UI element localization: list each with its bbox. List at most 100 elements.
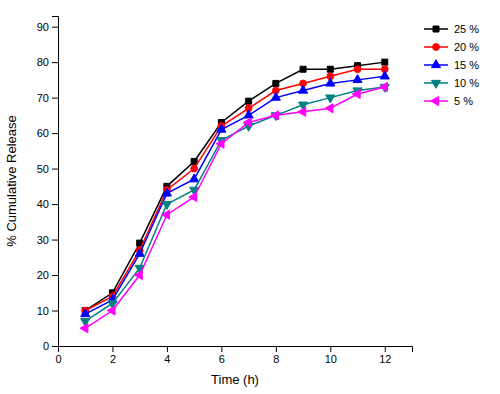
tick-label: 2 — [110, 353, 116, 365]
tick-mark — [52, 275, 58, 276]
tick: 50 — [37, 163, 58, 175]
point — [298, 107, 306, 116]
tick: 20 — [37, 269, 58, 281]
tick: 10 — [325, 346, 337, 365]
y-axis: 0 10 20 30 40 50 60 70 80 90 — [37, 17, 59, 353]
point — [271, 92, 280, 100]
point — [326, 78, 335, 86]
tick-label: 10 — [325, 353, 337, 365]
tick-label: 12 — [379, 353, 391, 365]
tick: 0 — [43, 340, 58, 352]
tick-mark — [221, 346, 222, 352]
point — [162, 210, 170, 219]
tick-label: 0 — [43, 340, 49, 352]
point — [325, 104, 333, 113]
x-axis-line — [59, 347, 413, 353]
series-line — [85, 87, 385, 328]
series-line — [85, 87, 385, 321]
legend-label: 25 % — [454, 23, 479, 35]
legend-label: 5 % — [454, 95, 473, 107]
x-axis-title: Time (h) — [211, 372, 259, 387]
tick-mark — [112, 346, 113, 352]
legend-item: 20 % — [424, 41, 479, 53]
point — [380, 82, 388, 91]
tick-mark — [385, 346, 386, 352]
point — [352, 90, 360, 99]
point — [216, 139, 224, 148]
series-line — [85, 69, 385, 310]
tick-label: 90 — [37, 21, 49, 33]
tick-mark — [330, 346, 331, 352]
point — [271, 111, 279, 120]
legend-marker — [433, 44, 440, 51]
legend-label: 10 % — [454, 77, 479, 89]
point — [135, 248, 144, 256]
tick-mark — [52, 240, 58, 241]
tick-label: 0 — [55, 353, 61, 365]
series — [81, 71, 390, 317]
point — [191, 165, 198, 172]
point — [80, 324, 88, 333]
chart: 0 2 4 6 8 10 12 0 10 20 30 40 50 60 70 80 90 Time (h) % Cu… — [0, 0, 500, 394]
point — [327, 66, 333, 72]
legend-item: 15 % — [424, 59, 479, 71]
tick-label: 10 — [37, 305, 49, 317]
legend-item: 5 % — [424, 95, 473, 107]
tick-mark — [52, 62, 58, 63]
tick-mark — [52, 346, 58, 347]
tick: 12 — [379, 346, 391, 365]
point — [189, 192, 197, 201]
tick-mark — [276, 346, 277, 352]
tick: 60 — [37, 127, 58, 139]
tick: 0 — [55, 346, 61, 365]
point — [190, 174, 199, 182]
point — [299, 85, 308, 93]
tick-label: 20 — [37, 269, 49, 281]
point — [354, 66, 361, 73]
legend: 25 % 20 % 15 % 10 % 5 % — [424, 23, 479, 107]
y-axis-line — [52, 17, 59, 347]
tick-label: 50 — [37, 163, 49, 175]
tick-label: 70 — [37, 92, 49, 104]
tick: 30 — [37, 234, 58, 246]
y-axis-title: % Cumulative Release — [4, 115, 19, 247]
plot-area: 0 2 4 6 8 10 12 0 10 20 30 40 50 60 70 80 90 — [37, 17, 413, 365]
legend-item: 25 % — [424, 23, 479, 35]
tick: 40 — [37, 198, 58, 210]
tick-label: 80 — [37, 56, 49, 68]
marks — [80, 59, 389, 333]
point — [81, 309, 90, 317]
tick-mark — [52, 98, 58, 99]
legend-marker — [431, 60, 440, 68]
point — [382, 59, 388, 65]
tick-mark — [52, 204, 58, 205]
point — [107, 306, 115, 315]
legend-marker — [431, 96, 439, 105]
point — [246, 98, 252, 104]
legend-marker — [431, 80, 440, 88]
legend-label: 15 % — [454, 59, 479, 71]
tick-label: 40 — [37, 198, 49, 210]
point — [273, 80, 279, 86]
tick-mark — [167, 346, 168, 352]
series — [82, 66, 388, 314]
tick-label: 4 — [164, 353, 170, 365]
tick: 90 — [37, 21, 58, 33]
point — [380, 71, 389, 79]
tick-mark — [52, 311, 58, 312]
tick-label: 6 — [219, 353, 225, 365]
tick: 10 — [37, 305, 58, 317]
tick-label: 8 — [273, 353, 279, 365]
tick-label: 60 — [37, 127, 49, 139]
point — [134, 270, 142, 279]
series-line — [85, 62, 385, 310]
tick: 4 — [164, 346, 170, 365]
tick: 2 — [110, 346, 116, 365]
point — [162, 201, 171, 209]
tick: 80 — [37, 56, 58, 68]
point — [244, 110, 253, 118]
tick-mark — [52, 133, 58, 134]
point — [300, 66, 306, 72]
series-line — [85, 76, 385, 314]
tick-label: 30 — [37, 234, 49, 246]
